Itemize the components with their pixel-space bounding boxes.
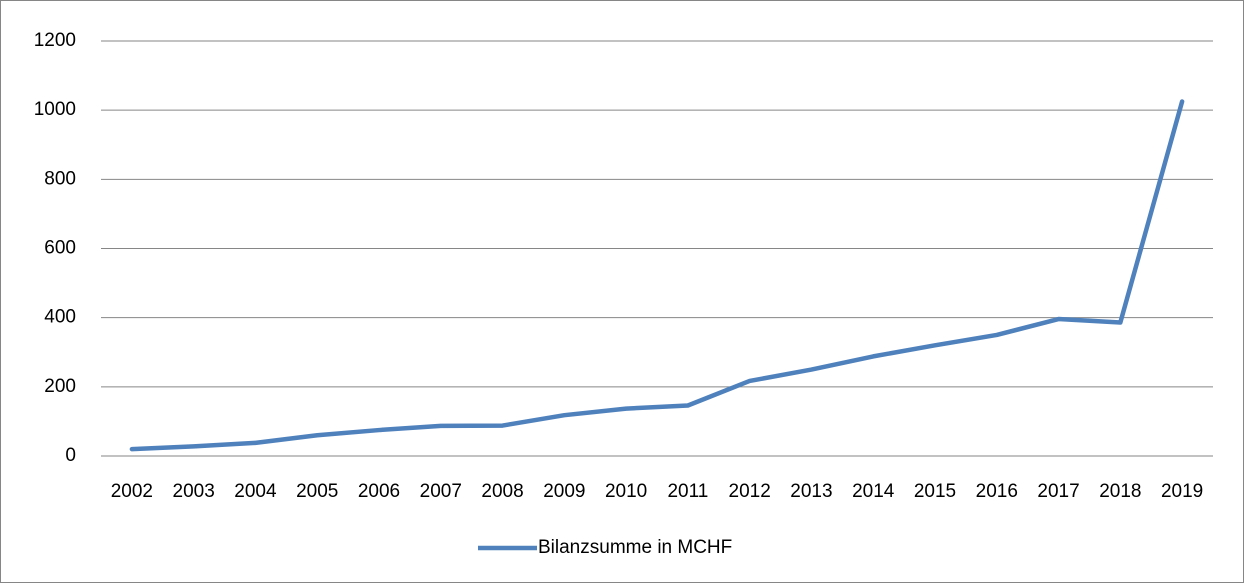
x-tick-label: 2009: [543, 481, 585, 502]
x-tick-label: 2007: [420, 481, 462, 502]
y-tick-label: 200: [44, 376, 76, 397]
x-tick-label: 2019: [1161, 481, 1203, 502]
y-tick-label: 400: [44, 307, 76, 328]
y-tick-label: 600: [44, 238, 76, 259]
x-tick-label: 2006: [358, 481, 400, 502]
x-tick-label: 2011: [667, 481, 708, 502]
x-tick-label: 2010: [605, 481, 647, 502]
x-tick-label: 2018: [1099, 481, 1141, 502]
y-tick-label: 0: [65, 445, 76, 466]
x-tick-label: 2012: [729, 481, 771, 502]
x-tick-label: 2003: [173, 481, 215, 502]
x-tick-label: 2013: [790, 481, 832, 502]
x-tick-label: 2008: [481, 481, 523, 502]
x-tick-label: 2005: [296, 481, 338, 502]
y-tick-label: 800: [44, 168, 76, 189]
legend-label: Bilanzsumme in MCHF: [538, 537, 732, 558]
x-tick-label: 2002: [111, 481, 153, 502]
data-line: [129, 99, 1185, 452]
y-tick-label: 1000: [34, 99, 76, 120]
x-tick-label: 2015: [914, 481, 956, 502]
x-tick-label: 2014: [852, 481, 895, 502]
x-tick-label: 2016: [976, 481, 1018, 502]
y-tick-label: 1200: [34, 30, 76, 51]
x-tick-label: 2017: [1037, 481, 1079, 502]
x-tick-label: 2004: [234, 481, 277, 502]
